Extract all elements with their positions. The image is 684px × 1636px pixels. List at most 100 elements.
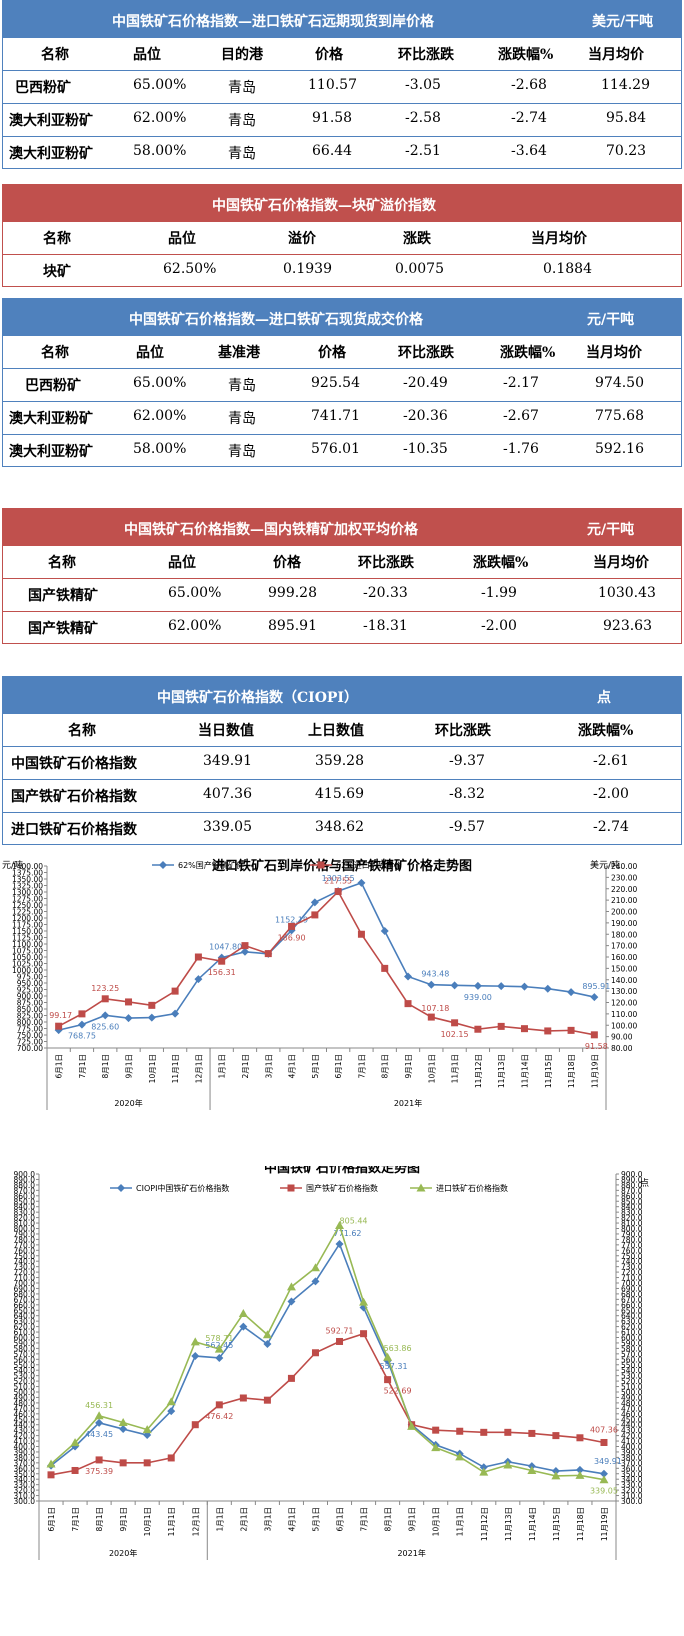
x-tick-label: 11月1日	[451, 1054, 460, 1083]
data-point	[599, 1475, 609, 1484]
y-tick-label-left: 740.0	[14, 1257, 36, 1266]
data-point	[95, 1418, 104, 1427]
y-tick-label-left: 330.0	[14, 1481, 36, 1490]
y-tick-label-right: 110.00	[611, 1010, 637, 1019]
x-tick-label: 10月1日	[148, 1054, 157, 1083]
data-point	[474, 1025, 482, 1033]
y-tick-label-right: 210.00	[611, 896, 637, 905]
col-header: 当月均价	[593, 555, 649, 571]
x-tick-label: 8月1日	[381, 1054, 390, 1079]
data-point	[432, 1426, 440, 1434]
data-point	[310, 898, 319, 907]
y-tick-label-left: 390.0	[14, 1448, 36, 1457]
col-header: 基准港	[218, 345, 260, 361]
y-tick-label-left: 460.0	[14, 1410, 36, 1419]
data-point	[590, 993, 599, 1002]
y-tick-label-left: 680.0	[14, 1290, 36, 1299]
y-tick-label-left: 750.0	[14, 1252, 36, 1261]
y-tick-label-right: 430.0	[621, 1426, 643, 1435]
col-header: 涨跌	[403, 231, 431, 247]
data-point	[311, 1349, 319, 1357]
data-label: 563.86	[384, 1344, 412, 1353]
y-tick-label-left: 1275.00	[12, 895, 43, 904]
y-tick-label-right: 320.0	[621, 1486, 643, 1495]
y-tick-label-right: 160.00	[611, 953, 637, 962]
y-tick-label-left: 660.0	[14, 1301, 36, 1310]
data-label: 91.58	[585, 1042, 608, 1051]
data-label: 123.25	[91, 984, 119, 993]
data-label: 349.91	[594, 1457, 622, 1466]
y-tick-label-right: 720.0	[621, 1268, 643, 1277]
data-point	[124, 1014, 133, 1023]
chart-price-trend-svg: 进口铁矿石到岸价格与国产铁精矿价格走势图 700.00725.00750.0077…	[2, 858, 637, 1110]
data-point	[288, 922, 296, 930]
y-tick-label-left: 860.0	[14, 1192, 36, 1201]
x-tick-label: 9月1日	[119, 1507, 128, 1532]
x-tick-label: 2月1日	[241, 1054, 250, 1079]
x-tick-label: 8月1日	[101, 1054, 110, 1079]
y-tick-label-left: 1400.00	[12, 862, 43, 871]
y-tick-label-right: 480.0	[621, 1399, 643, 1408]
x-tick-label: 11月1日	[456, 1507, 465, 1536]
y-tick-label-right: 880.0	[621, 1181, 643, 1190]
y-tick-label-left: 1125.00	[12, 934, 43, 943]
y-tick-label-right: 730.0	[621, 1263, 643, 1272]
data-point	[214, 1344, 224, 1353]
col-header: 涨跌幅%	[500, 345, 556, 361]
data-point	[520, 982, 529, 991]
col-header: 品位	[168, 555, 196, 571]
y-tick-label-right: 560.0	[621, 1355, 643, 1364]
y-tick-label-left: 470.0	[14, 1404, 36, 1413]
table-unit: 元/干吨	[587, 522, 635, 538]
x-tick-label: 5月1日	[311, 1054, 320, 1079]
y-tick-label-right: 230.00	[611, 873, 637, 882]
series-line	[50, 1332, 605, 1476]
table-import-forward-price: 中国铁矿石价格指数—进口铁矿石远期现货到岸价格 美元/干吨 名称 品位 目的港 …	[2, 0, 682, 169]
data-point	[334, 888, 342, 896]
y-tick-label-left: 720.0	[14, 1268, 36, 1277]
legend-label: 国产铁矿石价格指数	[306, 1183, 378, 1193]
y-tick-label-right: 850.0	[621, 1197, 643, 1206]
y-tick-label-right: 470.0	[621, 1404, 643, 1413]
data-point	[450, 981, 459, 990]
data-label: 375.39	[85, 1467, 113, 1476]
data-point	[190, 1337, 200, 1346]
legend-marker	[117, 1184, 125, 1192]
data-label: 443.45	[85, 1430, 113, 1439]
y-tick-label-left: 480.0	[14, 1399, 36, 1408]
col-header: 溢价	[288, 231, 316, 247]
table-domestic-concentrate-price: 中国铁矿石价格指数—国内铁精矿加权平均价格 元/干吨 名称 品位 价格 环比涨跌…	[2, 508, 682, 644]
series-line	[58, 890, 595, 1036]
y-tick-label-left: 670.0	[14, 1295, 36, 1304]
table-unit: 美元/干吨	[592, 14, 654, 30]
y-tick-label-left: 530.0	[14, 1372, 36, 1381]
y-tick-label-left: 620.0	[14, 1323, 36, 1332]
y-tick-label-left: 1375.00	[12, 869, 43, 878]
y-tick-label-left: 890.0	[14, 1175, 36, 1184]
data-point	[287, 1374, 295, 1382]
x-tick-label: 11月1日	[171, 1054, 180, 1083]
x-tick-label: 7月1日	[360, 1507, 369, 1532]
data-point	[497, 1022, 505, 1030]
y-tick-label-left: 800.0	[14, 1225, 36, 1234]
y-tick-label-right: 660.0	[621, 1301, 643, 1310]
table-title: 中国铁矿石价格指数—国内铁精矿加权平均价格	[124, 522, 418, 538]
data-label: 1047.80	[209, 943, 242, 952]
x-tick-label: 6月1日	[47, 1507, 56, 1532]
x-tick-label: 10月1日	[143, 1507, 152, 1536]
y-tick-label-right: 630.0	[621, 1317, 643, 1326]
y-tick-label-right: 340.0	[621, 1475, 643, 1484]
data-point	[575, 1470, 585, 1479]
y-tick-label-left: 580.0	[14, 1344, 36, 1353]
data-point	[551, 1467, 560, 1476]
y-tick-label-left: 775.00	[17, 1025, 43, 1034]
data-point	[407, 1421, 417, 1430]
table-title: 中国铁矿石价格指数—进口铁矿石远期现货到岸价格	[112, 14, 434, 30]
data-label: 339.05	[590, 1487, 618, 1496]
y-tick-label-left: 725.00	[17, 1038, 43, 1047]
data-point	[335, 1221, 345, 1230]
table-row	[3, 400, 681, 402]
table-row	[3, 102, 681, 104]
data-label: 771.62	[334, 1229, 362, 1238]
data-label: 1303.55	[322, 874, 355, 883]
